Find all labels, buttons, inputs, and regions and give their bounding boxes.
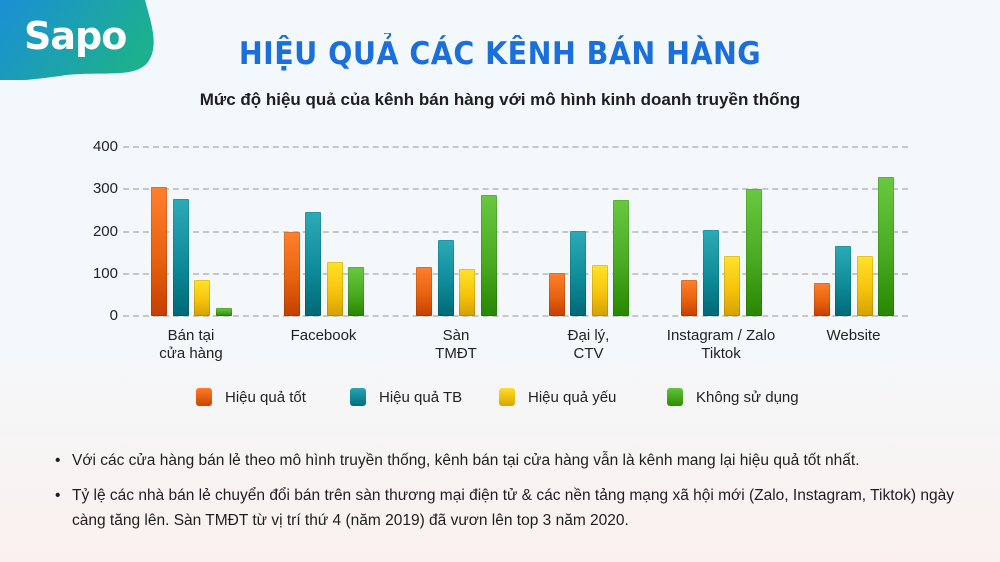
x-tick-label: Bán tại cửa hàng [159, 327, 223, 362]
bar-hiệu-quả-yếu [194, 280, 210, 316]
gridline [123, 146, 908, 148]
y-tick-label: 400 [92, 138, 118, 155]
legend-item: Hiệu quả TB [350, 388, 462, 406]
x-tick-label: Instagram / Zalo Tiktok [666, 327, 776, 362]
note-item: Với các cửa hàng bán lẻ theo mô hình tru… [55, 448, 955, 473]
note-item: Tỷ lệ các nhà bán lẻ chuyển đổi bán trên… [55, 483, 955, 533]
gridline [123, 188, 908, 191]
y-tick-label: 100 [92, 264, 118, 282]
y-tick-label: 300 [92, 180, 118, 198]
bar-hiệu-quả-tb [437, 239, 454, 316]
chart-subtitle: Mức độ hiệu quả của kênh bán hàng với mô… [199, 90, 801, 109]
bar-hiệu-quả-tb [172, 198, 189, 316]
bar-hiệu-quả-tốt [283, 231, 300, 316]
bar-hiệu-quả-tốt [151, 187, 167, 316]
bar-hiệu-quả-tb [702, 230, 719, 316]
legend-item: Hiệu quả tốt [196, 388, 306, 406]
bar-không-sử-dụng [215, 307, 232, 316]
bar-hiệu-quả-yếu [856, 256, 873, 316]
gridline [123, 315, 908, 317]
bar-hiệu-quả-tb [835, 245, 851, 316]
bar-hiệu-quả-tb [305, 212, 321, 316]
legend-swatch-icon [350, 388, 366, 406]
x-tick-label: Sàn TMĐT [435, 327, 477, 362]
legend-swatch-icon [196, 388, 212, 406]
bar-hiệu-quả-yếu [724, 256, 740, 316]
chart-legend: Hiệu quả tốt Hiệu quả TB Hiệu quả yếu Không… [0, 388, 1000, 410]
bar-hiệu-quả-tốt [813, 283, 830, 316]
notes-list: Với các cửa hàng bán lẻ theo mô hình tru… [55, 448, 955, 543]
bar-hiệu-quả-yếu [326, 261, 343, 316]
legend-swatch-icon [499, 388, 515, 406]
bar-hiệu-quả-tốt [681, 280, 697, 316]
bar-không-sử-dụng [745, 189, 762, 316]
logo-background [0, 0, 154, 80]
legend-label: Không sử dụng [696, 388, 799, 406]
y-tick-label: 200 [92, 222, 118, 240]
legend-item: Hiệu quả yếu [499, 388, 616, 406]
gridline [123, 230, 908, 233]
x-tick-label: Đại lý, CTV [567, 327, 610, 362]
bar-không-sử-dụng [613, 199, 629, 316]
legend-item: Không sử dụng [667, 388, 799, 406]
legend-label: Hiệu quả yếu [528, 388, 617, 406]
y-tick-label: 0 [109, 307, 118, 324]
x-tick-label: Website [826, 327, 881, 344]
bar-hiệu-quả-tốt [416, 266, 432, 316]
legend-swatch-icon [667, 388, 683, 406]
bar-chart: 0 100 200 300 400 Bán tại cửa hàng Facebook Sàn T… [92, 138, 908, 362]
bar-không-sử-dụng [878, 176, 894, 316]
gridline [123, 272, 908, 275]
bar-hiệu-quả-tb [570, 231, 586, 316]
x-tick-label: Facebook [290, 327, 357, 344]
legend-label: Hiệu quả tốt [225, 388, 306, 406]
sapo-logo: Sapo [24, 14, 127, 58]
page-title: HIỆU QUẢ CÁC KÊNH BÁN HÀNG [238, 36, 762, 72]
bar-không-sử-dụng [348, 266, 364, 316]
legend-label: Hiệu quả TB [379, 388, 463, 406]
bar-hiệu-quả-tốt [548, 272, 565, 316]
bar-không-sử-dụng [480, 195, 497, 316]
bar-hiệu-quả-yếu [591, 264, 608, 316]
bar-hiệu-quả-yếu [459, 269, 475, 316]
